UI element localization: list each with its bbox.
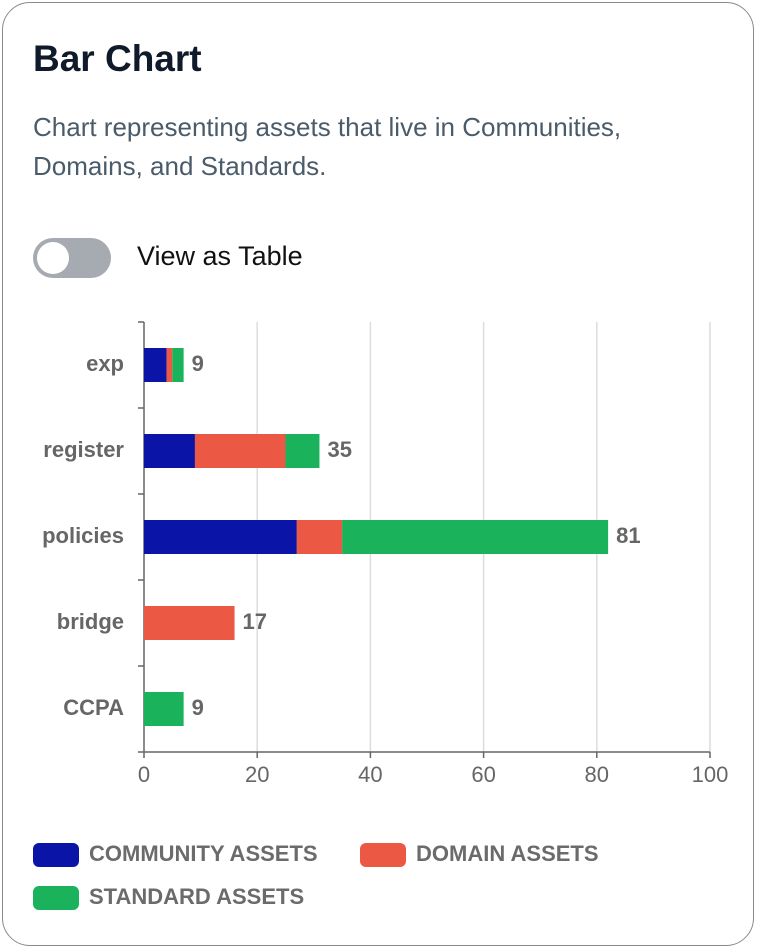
toggle-knob (37, 242, 69, 274)
x-tick-label: 20 (245, 762, 269, 787)
bar-segment (194, 434, 286, 468)
x-tick-label: 60 (471, 762, 495, 787)
y-tick-label: CCPA (63, 695, 124, 720)
legend-label: STANDARD ASSETS (89, 884, 304, 909)
bar-segment (342, 520, 609, 554)
chart-subtitle: Chart representing assets that live in C… (33, 112, 622, 181)
bar-segment (172, 348, 184, 382)
bar-segment (296, 520, 343, 554)
total-label: 35 (327, 437, 351, 462)
bar-segment (144, 434, 195, 468)
x-tick-label: 0 (138, 762, 150, 787)
legend-swatch (360, 843, 406, 867)
legend-label: DOMAIN ASSETS (416, 841, 599, 866)
total-label: 9 (192, 695, 204, 720)
y-tick-label: policies (42, 523, 124, 548)
legend-label: COMMUNITY ASSETS (89, 841, 318, 866)
bar-segment (144, 606, 235, 640)
total-label: 17 (243, 609, 267, 634)
toggle-label[interactable]: View as Table (137, 241, 303, 271)
bar-segment (144, 692, 184, 726)
legend-swatch (33, 886, 79, 910)
bar-segment (144, 520, 297, 554)
bar-segment (166, 348, 173, 382)
view-as-table-toggle[interactable] (33, 238, 111, 278)
y-tick-label: exp (86, 351, 124, 376)
legend-swatch (33, 843, 79, 867)
x-tick-label: 80 (585, 762, 609, 787)
bar-segment (144, 348, 167, 382)
bar-segment (285, 434, 320, 468)
chart-title: Bar Chart (33, 38, 202, 79)
total-label: 81 (616, 523, 640, 548)
x-tick-label: 40 (358, 762, 382, 787)
x-tick-label: 100 (692, 762, 729, 787)
y-tick-label: register (43, 437, 124, 462)
total-label: 9 (192, 351, 204, 376)
y-tick-label: bridge (57, 609, 124, 634)
